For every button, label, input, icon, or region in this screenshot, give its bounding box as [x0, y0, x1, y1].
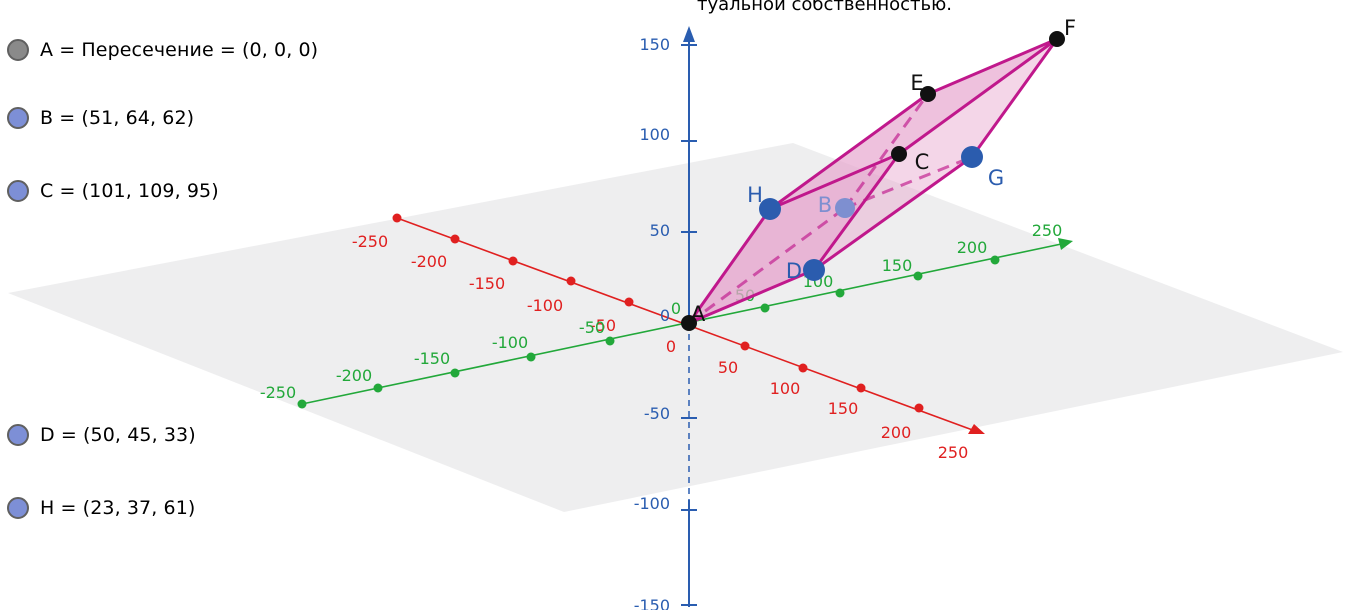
- y-axis-tick: [526, 352, 536, 362]
- y-axis-tick-label: -50: [579, 318, 605, 337]
- legend-item-label: C = (101, 109, 95): [40, 180, 219, 202]
- point-label-b: B: [818, 193, 832, 217]
- y-axis-arrow-icon: [1058, 238, 1073, 250]
- polyhedron-edge: [687, 207, 772, 325]
- y-axis-tick: [373, 383, 383, 393]
- y-axis-tick: [297, 399, 307, 409]
- polyhedron-edge: [970, 37, 1059, 159]
- x-axis-tick-label: -200: [411, 252, 447, 271]
- x-axis-tick: [624, 297, 634, 307]
- z-axis-tick-label: -150: [634, 596, 670, 610]
- y-axis-tick-label: 0: [671, 299, 681, 318]
- face-top: [770, 39, 1057, 209]
- y-axis-tick-label: -100: [492, 333, 528, 352]
- legend-item[interactable]: C = (101, 109, 95): [7, 180, 219, 202]
- x-axis-tick-label: -100: [527, 296, 563, 315]
- x-axis-tick: [450, 234, 460, 244]
- z-axis-tick-label: 150: [639, 35, 670, 54]
- point-label-g: G: [988, 166, 1004, 190]
- point-f[interactable]: [1049, 31, 1065, 47]
- polyhedron-edge: [768, 92, 930, 211]
- y-axis-tick: [990, 255, 1000, 265]
- x-axis-tick-label: 100: [770, 379, 801, 398]
- polyhedron-edge: [926, 37, 1059, 96]
- face-ahcd: [689, 154, 899, 323]
- x-axis-arrow-icon: [968, 424, 985, 434]
- x-axis-tick: [856, 383, 866, 393]
- caption-text: туальной собственностью.: [697, 0, 952, 15]
- legend-item[interactable]: B = (51, 64, 62): [7, 107, 194, 129]
- point-b[interactable]: [835, 198, 855, 218]
- visibility-toggle-icon[interactable]: [7, 180, 29, 202]
- x-axis-tick-label: 0: [666, 337, 676, 356]
- x-axis-tick: [392, 213, 402, 223]
- point-a[interactable]: [681, 315, 697, 331]
- y-axis-tick: [760, 303, 770, 313]
- hidden-edge: [843, 93, 930, 209]
- point-label-c: C: [915, 150, 930, 174]
- point-label-f: F: [1064, 16, 1076, 40]
- legend-item[interactable]: H = (23, 37, 61): [7, 497, 195, 519]
- x-axis-tick: [740, 341, 750, 351]
- visibility-toggle-icon[interactable]: [7, 424, 29, 446]
- x-axis-tick: [798, 363, 808, 373]
- point-e[interactable]: [920, 86, 936, 102]
- x-axis-tick: [914, 403, 924, 413]
- legend-item-label: H = (23, 37, 61): [40, 497, 196, 519]
- point-d[interactable]: [803, 259, 825, 281]
- visibility-toggle-icon[interactable]: [7, 497, 29, 519]
- x-axis-tick-label: -50: [590, 316, 616, 335]
- y-axis-tick: [913, 271, 923, 281]
- z-axis-arrow-icon: [683, 26, 695, 42]
- polyhedron-edge: [897, 37, 1059, 156]
- legend-item-label: A = Пересечение = (0, 0, 0): [40, 39, 319, 61]
- legend-item-label: B = (51, 64, 62): [40, 107, 195, 129]
- x-axis-tick-label: 150: [828, 399, 859, 418]
- point-label-h: H: [747, 183, 763, 207]
- point-label-e: E: [910, 71, 923, 95]
- point-h[interactable]: [759, 198, 781, 220]
- y-axis-tick-label: 200: [957, 238, 988, 257]
- x-axis-tick-label: 250: [938, 443, 969, 462]
- polyhedron-edge: [687, 268, 816, 325]
- x-axis-tick: [508, 256, 518, 266]
- z-axis-tick-label: 0: [660, 306, 670, 325]
- xy-plane: [8, 143, 1343, 512]
- legend-item[interactable]: D = (50, 45, 33): [7, 424, 196, 446]
- visibility-toggle-icon[interactable]: [7, 107, 29, 129]
- x-axis-tick-label: 200: [881, 423, 912, 442]
- y-axis-tick-label: 150: [882, 256, 913, 275]
- polyhedron-edge: [812, 155, 974, 272]
- polyhedron-edge: [812, 152, 901, 272]
- y-axis-tick-label: -200: [336, 366, 372, 385]
- z-axis-tick-label: 100: [639, 125, 670, 144]
- y-axis-tick-label: -150: [414, 349, 450, 368]
- y-axis-tick: [605, 336, 615, 346]
- polyhedron-edge: [768, 152, 901, 211]
- x-axis-tick-label: -150: [469, 274, 505, 293]
- point-label-a: A: [691, 302, 706, 326]
- z-axis-tick-label: 50: [650, 221, 670, 240]
- hidden-edge: [688, 206, 846, 325]
- point-c[interactable]: [891, 146, 907, 162]
- y-axis-tick: [835, 288, 845, 298]
- legend-item[interactable]: A = Пересечение = (0, 0, 0): [7, 39, 318, 61]
- x-axis-tick-label: 50: [718, 358, 738, 377]
- y-axis-tick: [450, 368, 460, 378]
- point-label-d: D: [786, 259, 802, 283]
- y-axis-tick-label: -250: [260, 383, 296, 402]
- y-axis-tick-label: 250: [1032, 221, 1063, 240]
- z-axis-tick-label: -100: [634, 494, 670, 513]
- z-axis-tick-label: -50: [644, 404, 670, 423]
- x-axis-tick: [566, 276, 576, 286]
- x-axis-tick-label: -250: [352, 232, 388, 251]
- legend-item-label: D = (50, 45, 33): [40, 424, 196, 446]
- face-back: [689, 39, 1057, 323]
- point-g[interactable]: [961, 146, 983, 168]
- visibility-toggle-icon[interactable]: [7, 39, 29, 61]
